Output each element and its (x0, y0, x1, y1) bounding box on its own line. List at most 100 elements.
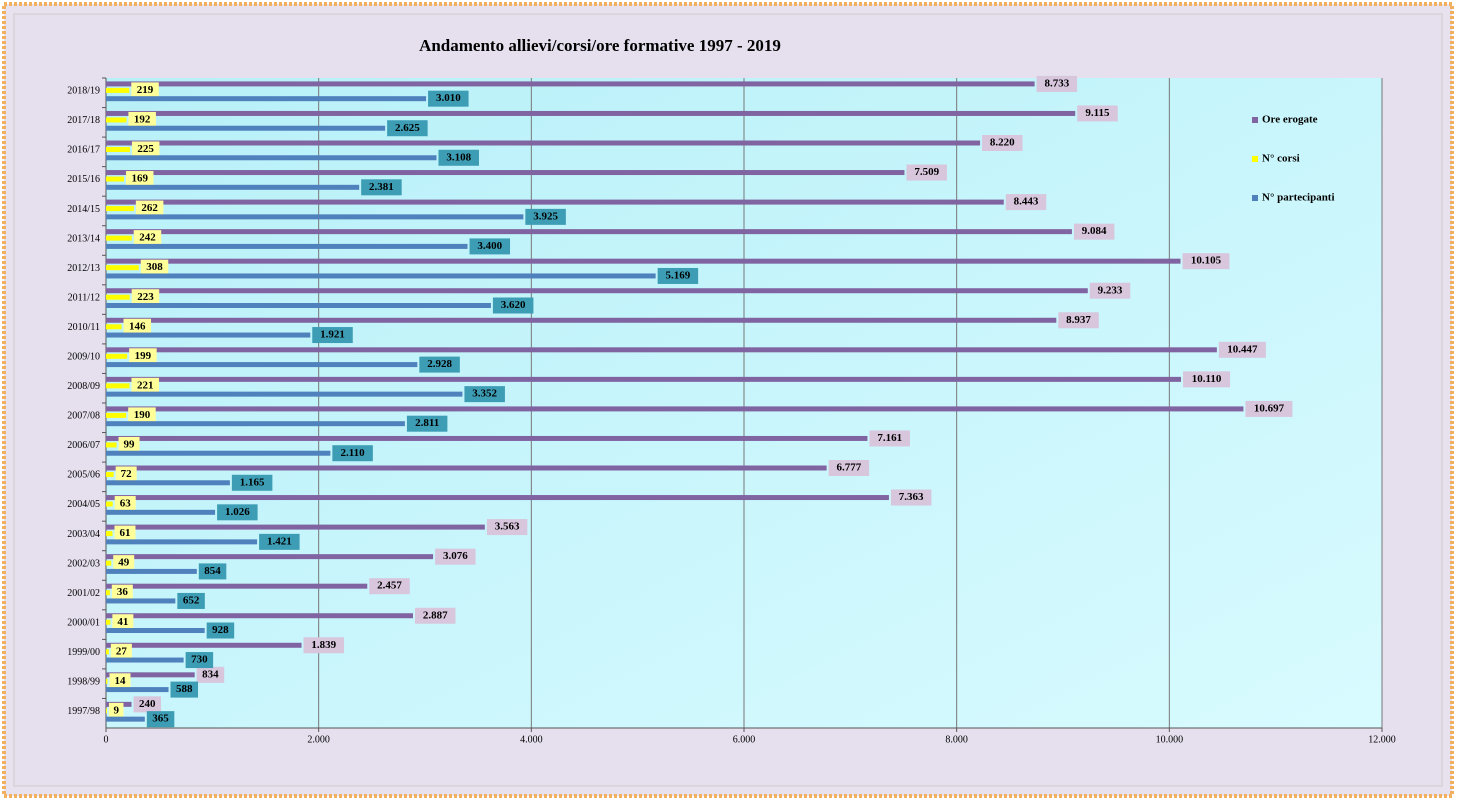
data-label-bg (982, 135, 1023, 151)
legend-label: Ore erogate (1262, 114, 1318, 126)
bar (106, 442, 117, 448)
data-label: 9 (113, 704, 119, 716)
x-tick-label: 8.000 (945, 734, 968, 745)
data-label-bg (464, 386, 505, 403)
data-label-bg (128, 407, 156, 424)
data-label-bg (869, 430, 910, 447)
data-label-bg (131, 82, 159, 99)
data-label: 8.733 (1044, 77, 1069, 89)
data-label: 221 (137, 379, 154, 391)
data-label-bg (125, 171, 154, 188)
data-label: 1.921 (320, 329, 345, 341)
data-label: 36 (117, 586, 129, 598)
data-label-bg (828, 460, 870, 476)
data-label: 41 (117, 616, 128, 628)
data-label: 928 (212, 624, 229, 636)
data-label: 3.400 (477, 240, 502, 252)
data-label-bg (1182, 253, 1230, 270)
bar (106, 87, 130, 93)
data-label-bg (113, 555, 135, 572)
bar (106, 235, 132, 241)
data-label: 146 (129, 320, 146, 332)
x-tick-label: 12.000 (1368, 734, 1396, 745)
y-tick-label: 2014/15 (67, 204, 100, 215)
data-label: 169 (131, 173, 148, 185)
y-tick-label: 2018/19 (67, 86, 100, 97)
legend-swatch (1252, 117, 1258, 123)
data-label: 63 (120, 498, 132, 510)
data-label: 240 (139, 698, 156, 710)
y-tick-label: 1999/00 (67, 647, 100, 658)
y-tick-label: 2011/12 (68, 292, 100, 303)
y-tick-label: 2015/16 (67, 174, 100, 185)
data-label: 2.928 (427, 358, 452, 370)
data-label-bg (303, 637, 345, 654)
data-label: 6.777 (836, 462, 861, 474)
bar (106, 657, 184, 663)
bar (106, 619, 111, 625)
data-label: 1.421 (267, 535, 292, 547)
data-label: 223 (137, 291, 154, 303)
data-label-bg (387, 120, 428, 137)
data-label: 242 (139, 232, 156, 244)
y-tick-label: 1997/98 (67, 706, 100, 717)
y-tick-label: 2002/03 (67, 558, 100, 569)
data-label: 834 (202, 668, 219, 680)
bar (106, 140, 981, 146)
data-label: 14 (114, 675, 126, 687)
data-label-bg (312, 327, 353, 344)
data-label: 3.563 (495, 521, 520, 533)
data-label-bg (906, 164, 947, 181)
data-label-bg (110, 643, 132, 660)
data-label: 2.110 (341, 447, 366, 459)
data-label-bg (109, 673, 131, 690)
x-tick-label: 6.000 (733, 734, 756, 745)
y-tick-label: 2009/10 (67, 352, 100, 363)
data-label-bg (486, 519, 528, 536)
y-tick-label: 2010/11 (68, 322, 100, 333)
data-label-bg (131, 289, 160, 306)
bar (106, 412, 127, 418)
data-label: 225 (137, 143, 154, 155)
data-label-bg (131, 141, 160, 158)
bar (106, 294, 130, 300)
bar (106, 376, 1182, 382)
bar (106, 265, 139, 271)
bar (106, 303, 491, 308)
data-label: 262 (141, 202, 158, 214)
data-label: 3.010 (436, 92, 461, 104)
bar (106, 531, 113, 537)
data-label-bg (114, 496, 136, 513)
data-label: 8.937 (1066, 314, 1091, 326)
data-label-bg (133, 696, 162, 713)
bar (106, 273, 656, 279)
bar (106, 288, 1088, 294)
data-label: 2.381 (369, 181, 394, 193)
bar (106, 472, 114, 477)
data-label: 2.457 (377, 580, 402, 592)
y-tick-label: 2017/18 (67, 115, 100, 126)
bar (106, 509, 216, 515)
bar (106, 495, 889, 501)
data-label-bg (361, 179, 402, 196)
bar (106, 125, 386, 131)
data-label-bg (428, 90, 469, 107)
bar (106, 383, 130, 389)
bar (106, 243, 468, 249)
data-label-bg (1183, 371, 1231, 388)
data-label-bg (369, 578, 410, 595)
data-label: 99 (124, 438, 136, 450)
data-label-bg (196, 666, 225, 683)
x-tick-label: 10.000 (1156, 734, 1184, 745)
data-label-bg (435, 548, 476, 565)
data-label: 3.108 (446, 151, 471, 163)
legend-swatch (1252, 156, 1258, 162)
data-label-bg (1218, 341, 1266, 358)
bar (106, 568, 197, 574)
data-label-bg (198, 563, 227, 580)
bar (106, 672, 195, 678)
data-label-bg (112, 614, 134, 631)
data-label-bg (406, 415, 448, 432)
data-label-bg (890, 489, 932, 506)
data-label-bg (1005, 194, 1047, 211)
